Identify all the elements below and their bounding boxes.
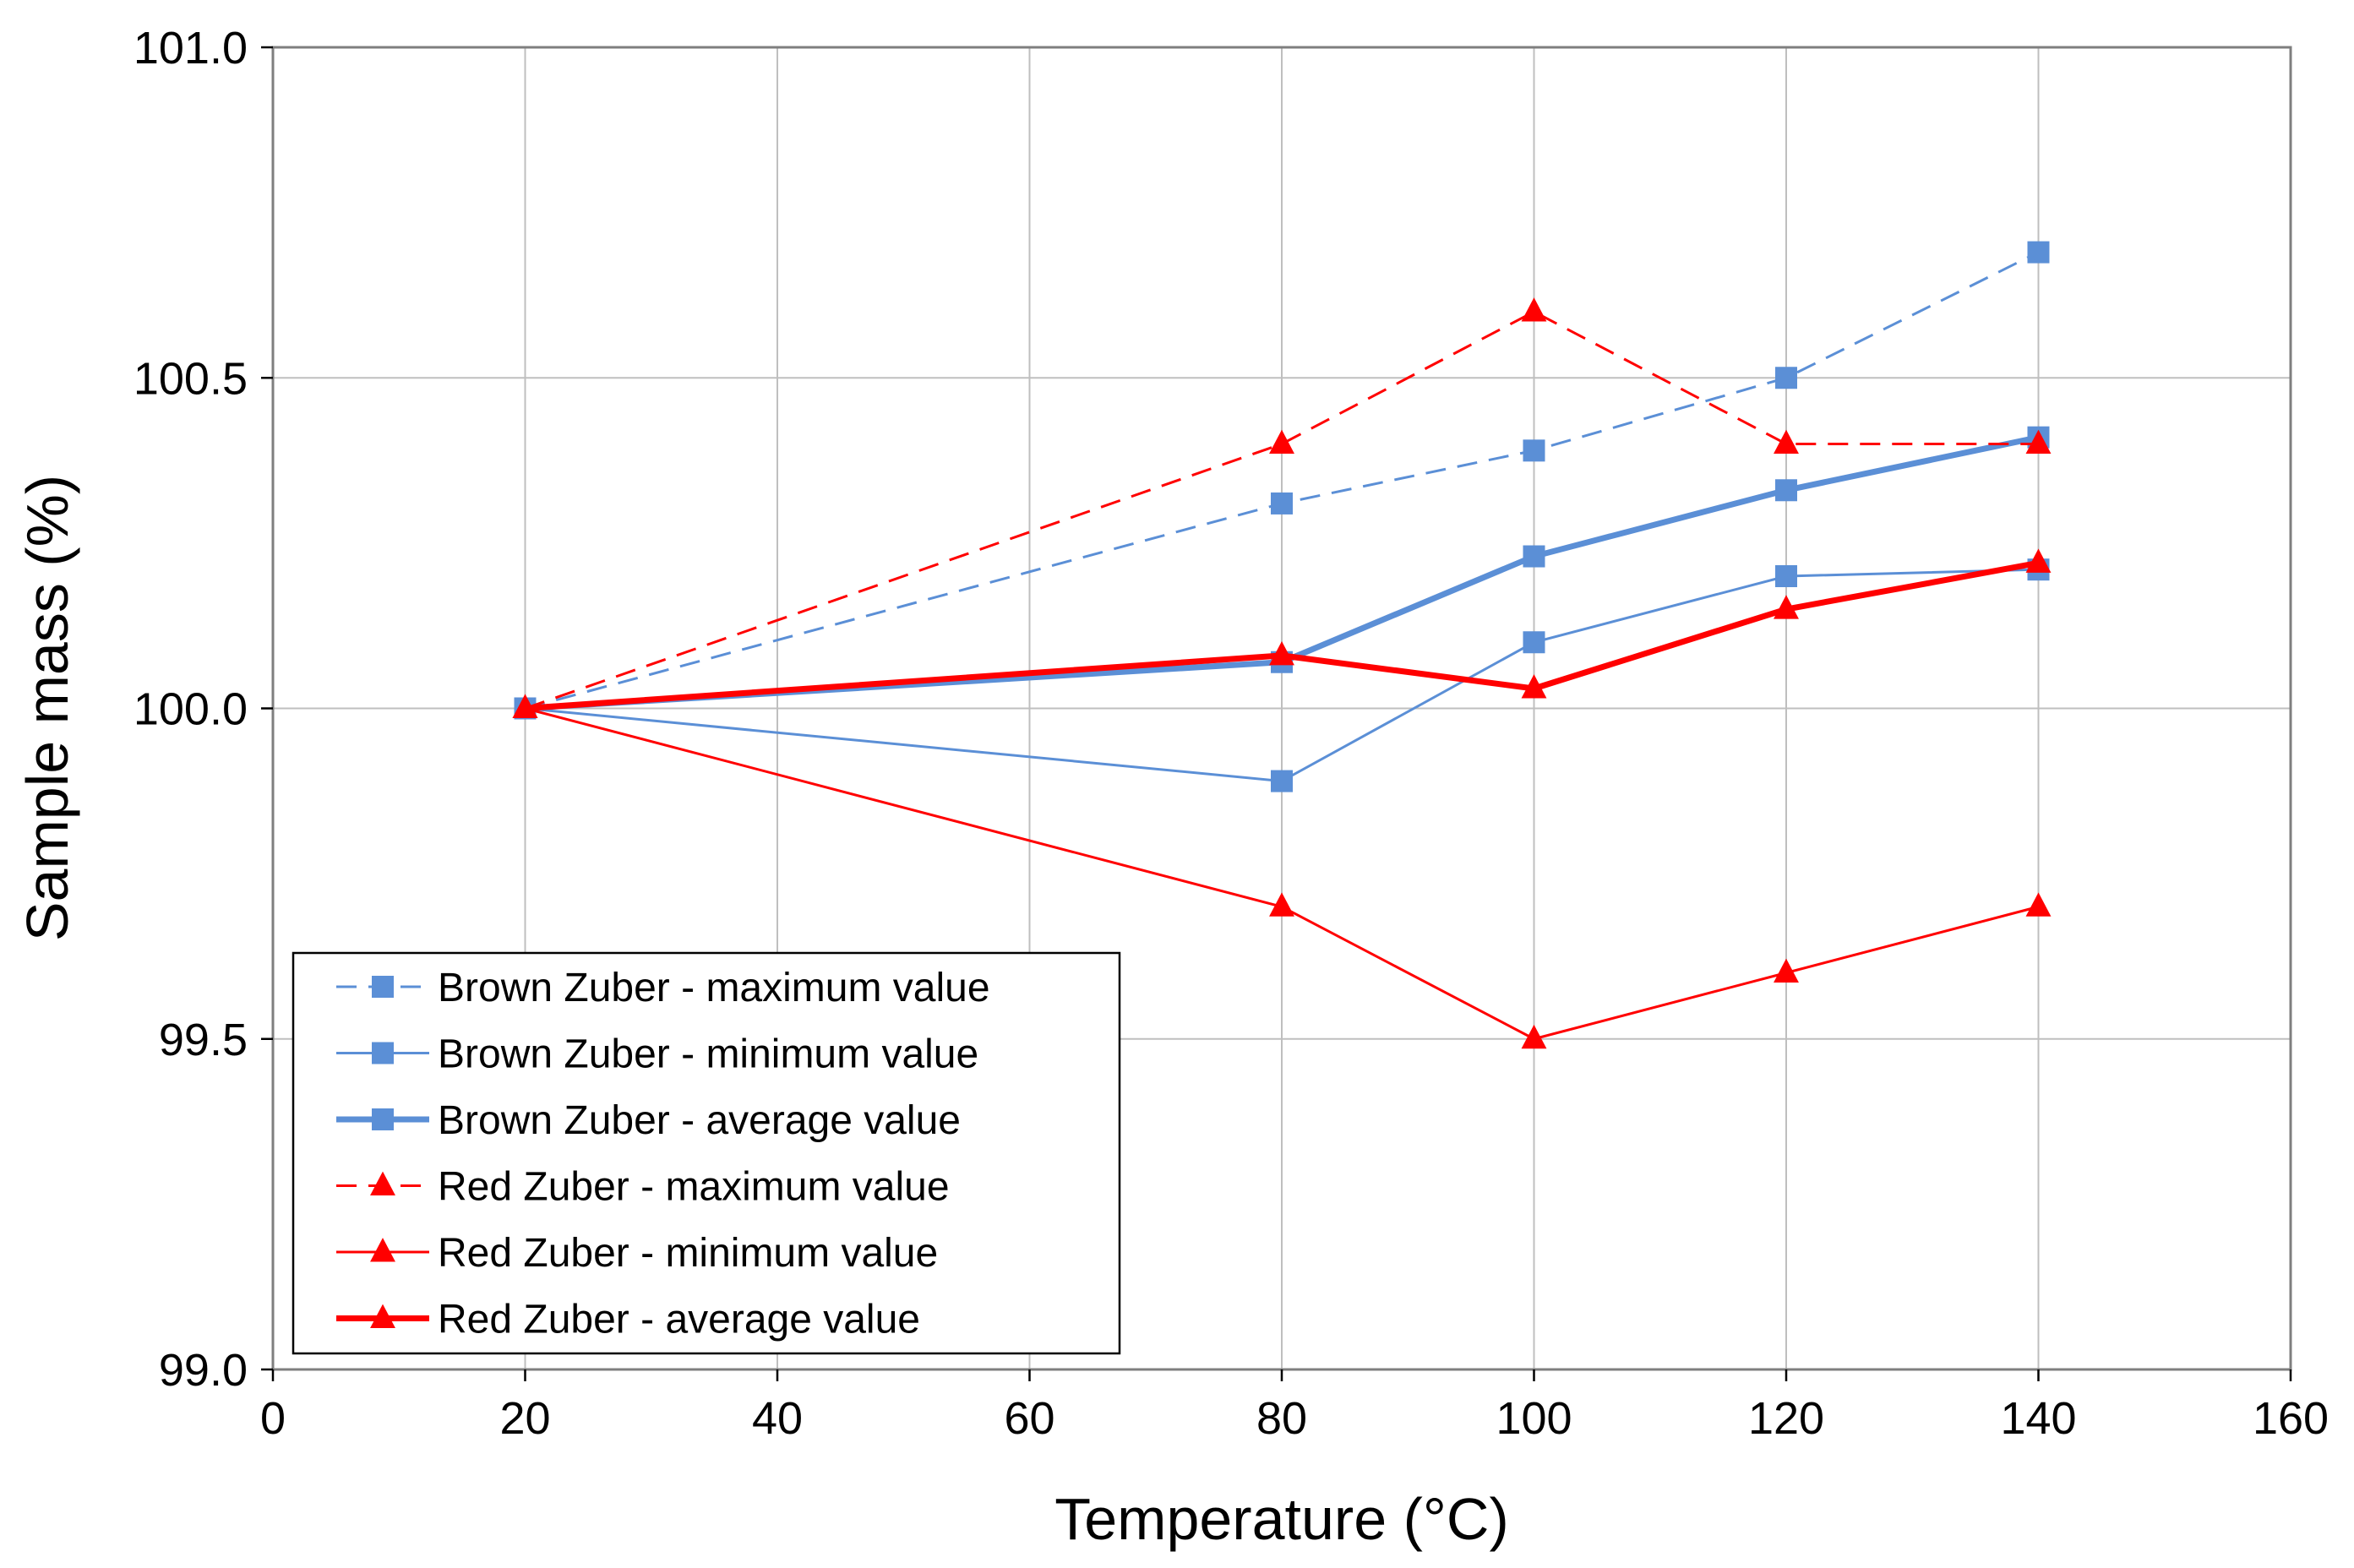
legend-marker bbox=[372, 1042, 394, 1064]
data-point-marker bbox=[1774, 958, 1799, 983]
legend-label: Red Zuber - minimum value bbox=[438, 1231, 938, 1276]
x-tick-label: 20 bbox=[499, 1393, 550, 1444]
legend-marker bbox=[372, 976, 394, 998]
data-point-marker bbox=[1523, 545, 1545, 568]
data-point-marker bbox=[1523, 631, 1545, 654]
data-point-marker bbox=[1269, 429, 1294, 454]
legend-item: Brown Zuber - average value bbox=[336, 1098, 961, 1143]
legend-marker bbox=[370, 1171, 395, 1195]
data-point-marker bbox=[1521, 1024, 1547, 1049]
series-2 bbox=[514, 558, 2050, 792]
y-tick-label: 100.0 bbox=[134, 684, 248, 735]
data-point-marker bbox=[2025, 429, 2052, 454]
data-point-marker bbox=[1271, 492, 1293, 514]
legend-marker bbox=[370, 1304, 395, 1328]
x-tick-label: 40 bbox=[752, 1393, 803, 1444]
data-point-marker bbox=[1775, 479, 1797, 502]
y-tick-label: 101.0 bbox=[134, 23, 248, 74]
data-point-marker bbox=[512, 694, 538, 718]
legend-item: Red Zuber - average value bbox=[336, 1298, 920, 1342]
series-group bbox=[512, 241, 2052, 1049]
legend-label: Red Zuber - average value bbox=[438, 1298, 920, 1342]
x-tick-label: 160 bbox=[2253, 1393, 2329, 1444]
data-point-marker bbox=[1775, 565, 1797, 587]
legend-label: Brown Zuber - minimum value bbox=[438, 1032, 978, 1077]
data-point-marker bbox=[1269, 640, 1294, 666]
data-point-marker bbox=[1775, 367, 1797, 389]
data-point-marker bbox=[1269, 892, 1294, 917]
x-tick-label: 80 bbox=[1256, 1393, 1307, 1444]
legend-marker bbox=[372, 1108, 394, 1130]
grid bbox=[273, 47, 2291, 1369]
legend-item: Red Zuber - maximum value bbox=[336, 1165, 950, 1210]
data-point-marker bbox=[1521, 674, 1547, 699]
legend-item: Red Zuber - minimum value bbox=[336, 1231, 938, 1276]
legend-label: Brown Zuber - maximum value bbox=[438, 966, 990, 1010]
x-tick-label: 140 bbox=[2000, 1393, 2076, 1444]
x-tick-label: 0 bbox=[260, 1393, 286, 1444]
data-point-marker bbox=[1774, 429, 1799, 454]
y-tick-label: 100.5 bbox=[134, 353, 248, 404]
series-6 bbox=[512, 548, 2052, 718]
data-point-marker bbox=[1271, 770, 1293, 792]
data-point-marker bbox=[1521, 297, 1547, 322]
legend-label: Brown Zuber - average value bbox=[438, 1098, 961, 1143]
y-tick-label: 99.5 bbox=[159, 1015, 248, 1065]
x-tick-label: 120 bbox=[1748, 1393, 1824, 1444]
legend-marker bbox=[370, 1238, 395, 1262]
legend: Brown Zuber - maximum value Brown Zuber -… bbox=[292, 951, 1121, 1355]
data-point-marker bbox=[1774, 595, 1799, 619]
data-point-marker bbox=[2027, 241, 2050, 264]
x-tick-label: 100 bbox=[1496, 1393, 1572, 1444]
legend-item: Brown Zuber - minimum value bbox=[336, 1032, 978, 1077]
data-point-marker bbox=[2025, 892, 2052, 917]
y-tick-label: 99.0 bbox=[159, 1345, 248, 1396]
data-point-marker bbox=[2025, 548, 2052, 573]
legend-box bbox=[292, 951, 1121, 1355]
axis-ticks: 0 20 40 60 80 100 120 140 160 99.0 99.5 100.0 100.5 1… bbox=[134, 23, 2329, 1444]
legend-item: Brown Zuber - maximum value bbox=[336, 966, 990, 1010]
x-tick-label: 60 bbox=[1004, 1393, 1054, 1444]
legend-label: Red Zuber - maximum value bbox=[438, 1165, 950, 1210]
x-axis-title: Temperature (°C) bbox=[1054, 1486, 1509, 1552]
data-point-marker bbox=[1523, 439, 1545, 462]
series-line bbox=[525, 310, 2039, 710]
y-axis-title: Sample mass (%) bbox=[14, 475, 80, 941]
